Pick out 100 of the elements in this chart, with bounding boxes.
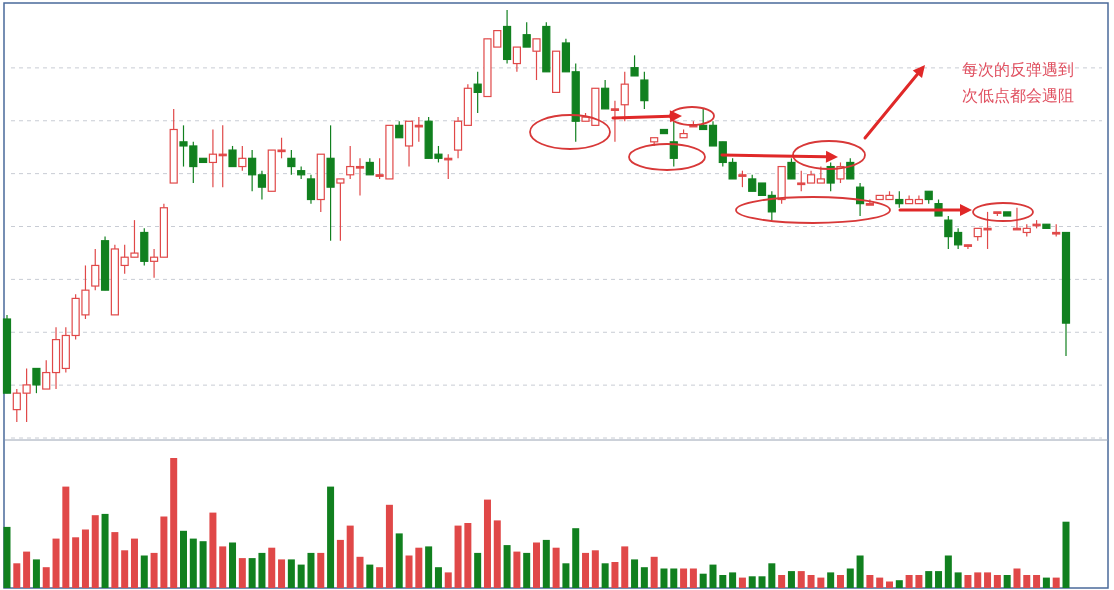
bar — [719, 575, 727, 588]
candlestick — [228, 145, 237, 168]
candlestick — [816, 165, 825, 184]
bar — [542, 539, 550, 588]
bar — [1062, 521, 1070, 588]
annotation: 每次的反弹遇到次低点都会遇阻 — [962, 60, 1074, 105]
bar — [974, 572, 982, 588]
bar — [1023, 575, 1031, 588]
bar — [562, 563, 570, 588]
candlestick — [512, 46, 521, 73]
bar — [631, 559, 639, 588]
bar — [787, 571, 795, 588]
bar — [307, 552, 315, 588]
bar — [493, 520, 501, 588]
bar — [738, 577, 746, 588]
candlestick — [1012, 207, 1022, 231]
bar — [1042, 577, 1050, 588]
candlestick — [787, 157, 796, 180]
bar — [513, 551, 521, 588]
bar — [425, 546, 433, 588]
bar — [356, 556, 364, 588]
bar — [32, 559, 40, 588]
bar — [807, 575, 815, 588]
candlestick — [669, 120, 678, 168]
bar — [483, 499, 491, 588]
bar — [91, 515, 99, 588]
bar — [189, 538, 197, 588]
candlestick — [944, 215, 953, 250]
bar — [376, 567, 384, 588]
bar — [1033, 575, 1041, 588]
bar — [121, 550, 129, 588]
bar — [925, 571, 933, 588]
candlestick — [238, 145, 247, 172]
bar — [180, 530, 187, 588]
bar — [591, 550, 599, 588]
bar — [1003, 575, 1011, 588]
candlestick — [42, 359, 51, 390]
bar — [297, 564, 305, 588]
bar — [170, 458, 178, 588]
bar — [964, 575, 972, 588]
bar — [503, 545, 511, 588]
bar — [895, 580, 903, 588]
bar — [327, 486, 335, 588]
candlestick — [336, 178, 345, 242]
candlestick — [91, 248, 100, 291]
candlestick — [699, 108, 708, 131]
bar — [42, 567, 50, 588]
bar — [601, 563, 609, 588]
bar — [72, 537, 80, 588]
bar — [836, 575, 844, 588]
bar — [552, 547, 560, 588]
bar — [268, 547, 276, 588]
bar — [817, 577, 825, 588]
bar — [336, 539, 344, 588]
bar — [317, 552, 325, 588]
bar — [856, 555, 864, 588]
candlestick — [601, 79, 610, 110]
bar — [866, 575, 874, 588]
bar — [846, 568, 854, 588]
bar — [582, 552, 590, 588]
bar — [464, 523, 472, 588]
bar — [660, 568, 668, 588]
bar — [523, 552, 531, 588]
bar — [454, 525, 462, 588]
candlestick — [640, 71, 649, 110]
candlestick — [248, 149, 257, 192]
bar — [748, 576, 756, 588]
candlestick — [522, 21, 531, 48]
bar — [130, 538, 138, 588]
bar — [219, 546, 227, 588]
bar — [199, 541, 207, 588]
bar — [248, 558, 256, 588]
candlestick — [610, 100, 620, 143]
bar — [611, 562, 619, 588]
bar — [778, 575, 786, 588]
bar — [689, 568, 697, 588]
bar — [238, 558, 246, 588]
bar — [935, 571, 943, 588]
candlestick — [32, 367, 41, 394]
bar — [876, 577, 884, 588]
candlestick — [208, 128, 218, 188]
candlestick — [846, 157, 855, 180]
bar — [23, 551, 31, 588]
candlestick — [708, 120, 718, 147]
bar — [1013, 568, 1021, 588]
candlestick — [355, 157, 365, 196]
bar — [680, 568, 688, 588]
bar — [699, 573, 707, 588]
bar — [572, 528, 580, 588]
bar — [405, 555, 413, 588]
bar — [915, 575, 923, 588]
bar — [13, 563, 21, 588]
bar — [287, 559, 295, 588]
bar — [101, 513, 109, 588]
bar — [954, 572, 962, 588]
candlestick — [257, 170, 267, 201]
bar — [768, 563, 776, 588]
bar — [984, 572, 992, 588]
bar — [827, 572, 835, 588]
bar — [395, 533, 403, 588]
